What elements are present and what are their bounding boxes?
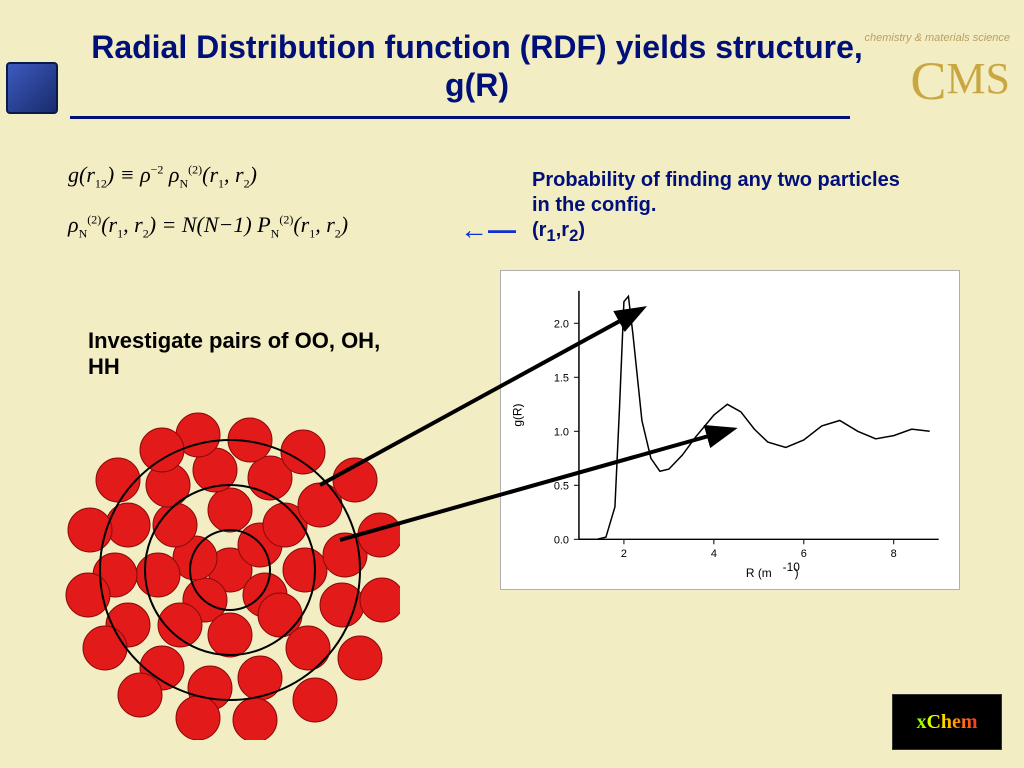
svg-text:4: 4 bbox=[711, 548, 717, 560]
rdf-chart-svg: 0.00.51.01.52.02468R (m-10)g(R) bbox=[501, 271, 959, 589]
equation-2: ρN(2)(r1, r2) = N(N−1) PN(2)(r1, r2) bbox=[68, 212, 348, 241]
xchem-label: xChem bbox=[916, 711, 977, 734]
particle-diagram bbox=[60, 400, 400, 740]
svg-text:g(R): g(R) bbox=[510, 403, 524, 426]
cms-subtitle: chemistry & materials science bbox=[865, 32, 1011, 44]
xchem-badge: xChem bbox=[892, 694, 1002, 750]
particle-svg bbox=[60, 400, 400, 740]
svg-text:2.0: 2.0 bbox=[554, 318, 569, 330]
svg-text:8: 8 bbox=[891, 548, 897, 560]
svg-text:6: 6 bbox=[801, 548, 807, 560]
svg-text:0.5: 0.5 bbox=[554, 480, 569, 492]
title-underline bbox=[70, 116, 850, 119]
svg-text:R (m: R (m bbox=[746, 566, 772, 580]
lab-logo bbox=[6, 62, 58, 114]
page-title: Radial Distribution function (RDF) yield… bbox=[70, 28, 884, 105]
cms-main: CMS bbox=[865, 44, 1011, 106]
definition-arrow-icon: ←— bbox=[460, 214, 516, 246]
svg-text:0.0: 0.0 bbox=[554, 534, 569, 546]
equation-1: g(r12) ≡ ρ−2 ρN(2)(r1, r2) bbox=[68, 162, 257, 191]
probability-text: Probability of finding any two particles… bbox=[532, 168, 912, 247]
svg-text:1.5: 1.5 bbox=[554, 372, 569, 384]
pairs-text: Investigate pairs of OO, OH, HH bbox=[88, 328, 388, 381]
svg-text:1.0: 1.0 bbox=[554, 426, 569, 438]
rdf-chart: 0.00.51.01.52.02468R (m-10)g(R) bbox=[500, 270, 960, 590]
svg-text:2: 2 bbox=[621, 548, 627, 560]
svg-text:): ) bbox=[795, 566, 799, 580]
cms-brand: chemistry & materials science CMS bbox=[865, 32, 1011, 106]
